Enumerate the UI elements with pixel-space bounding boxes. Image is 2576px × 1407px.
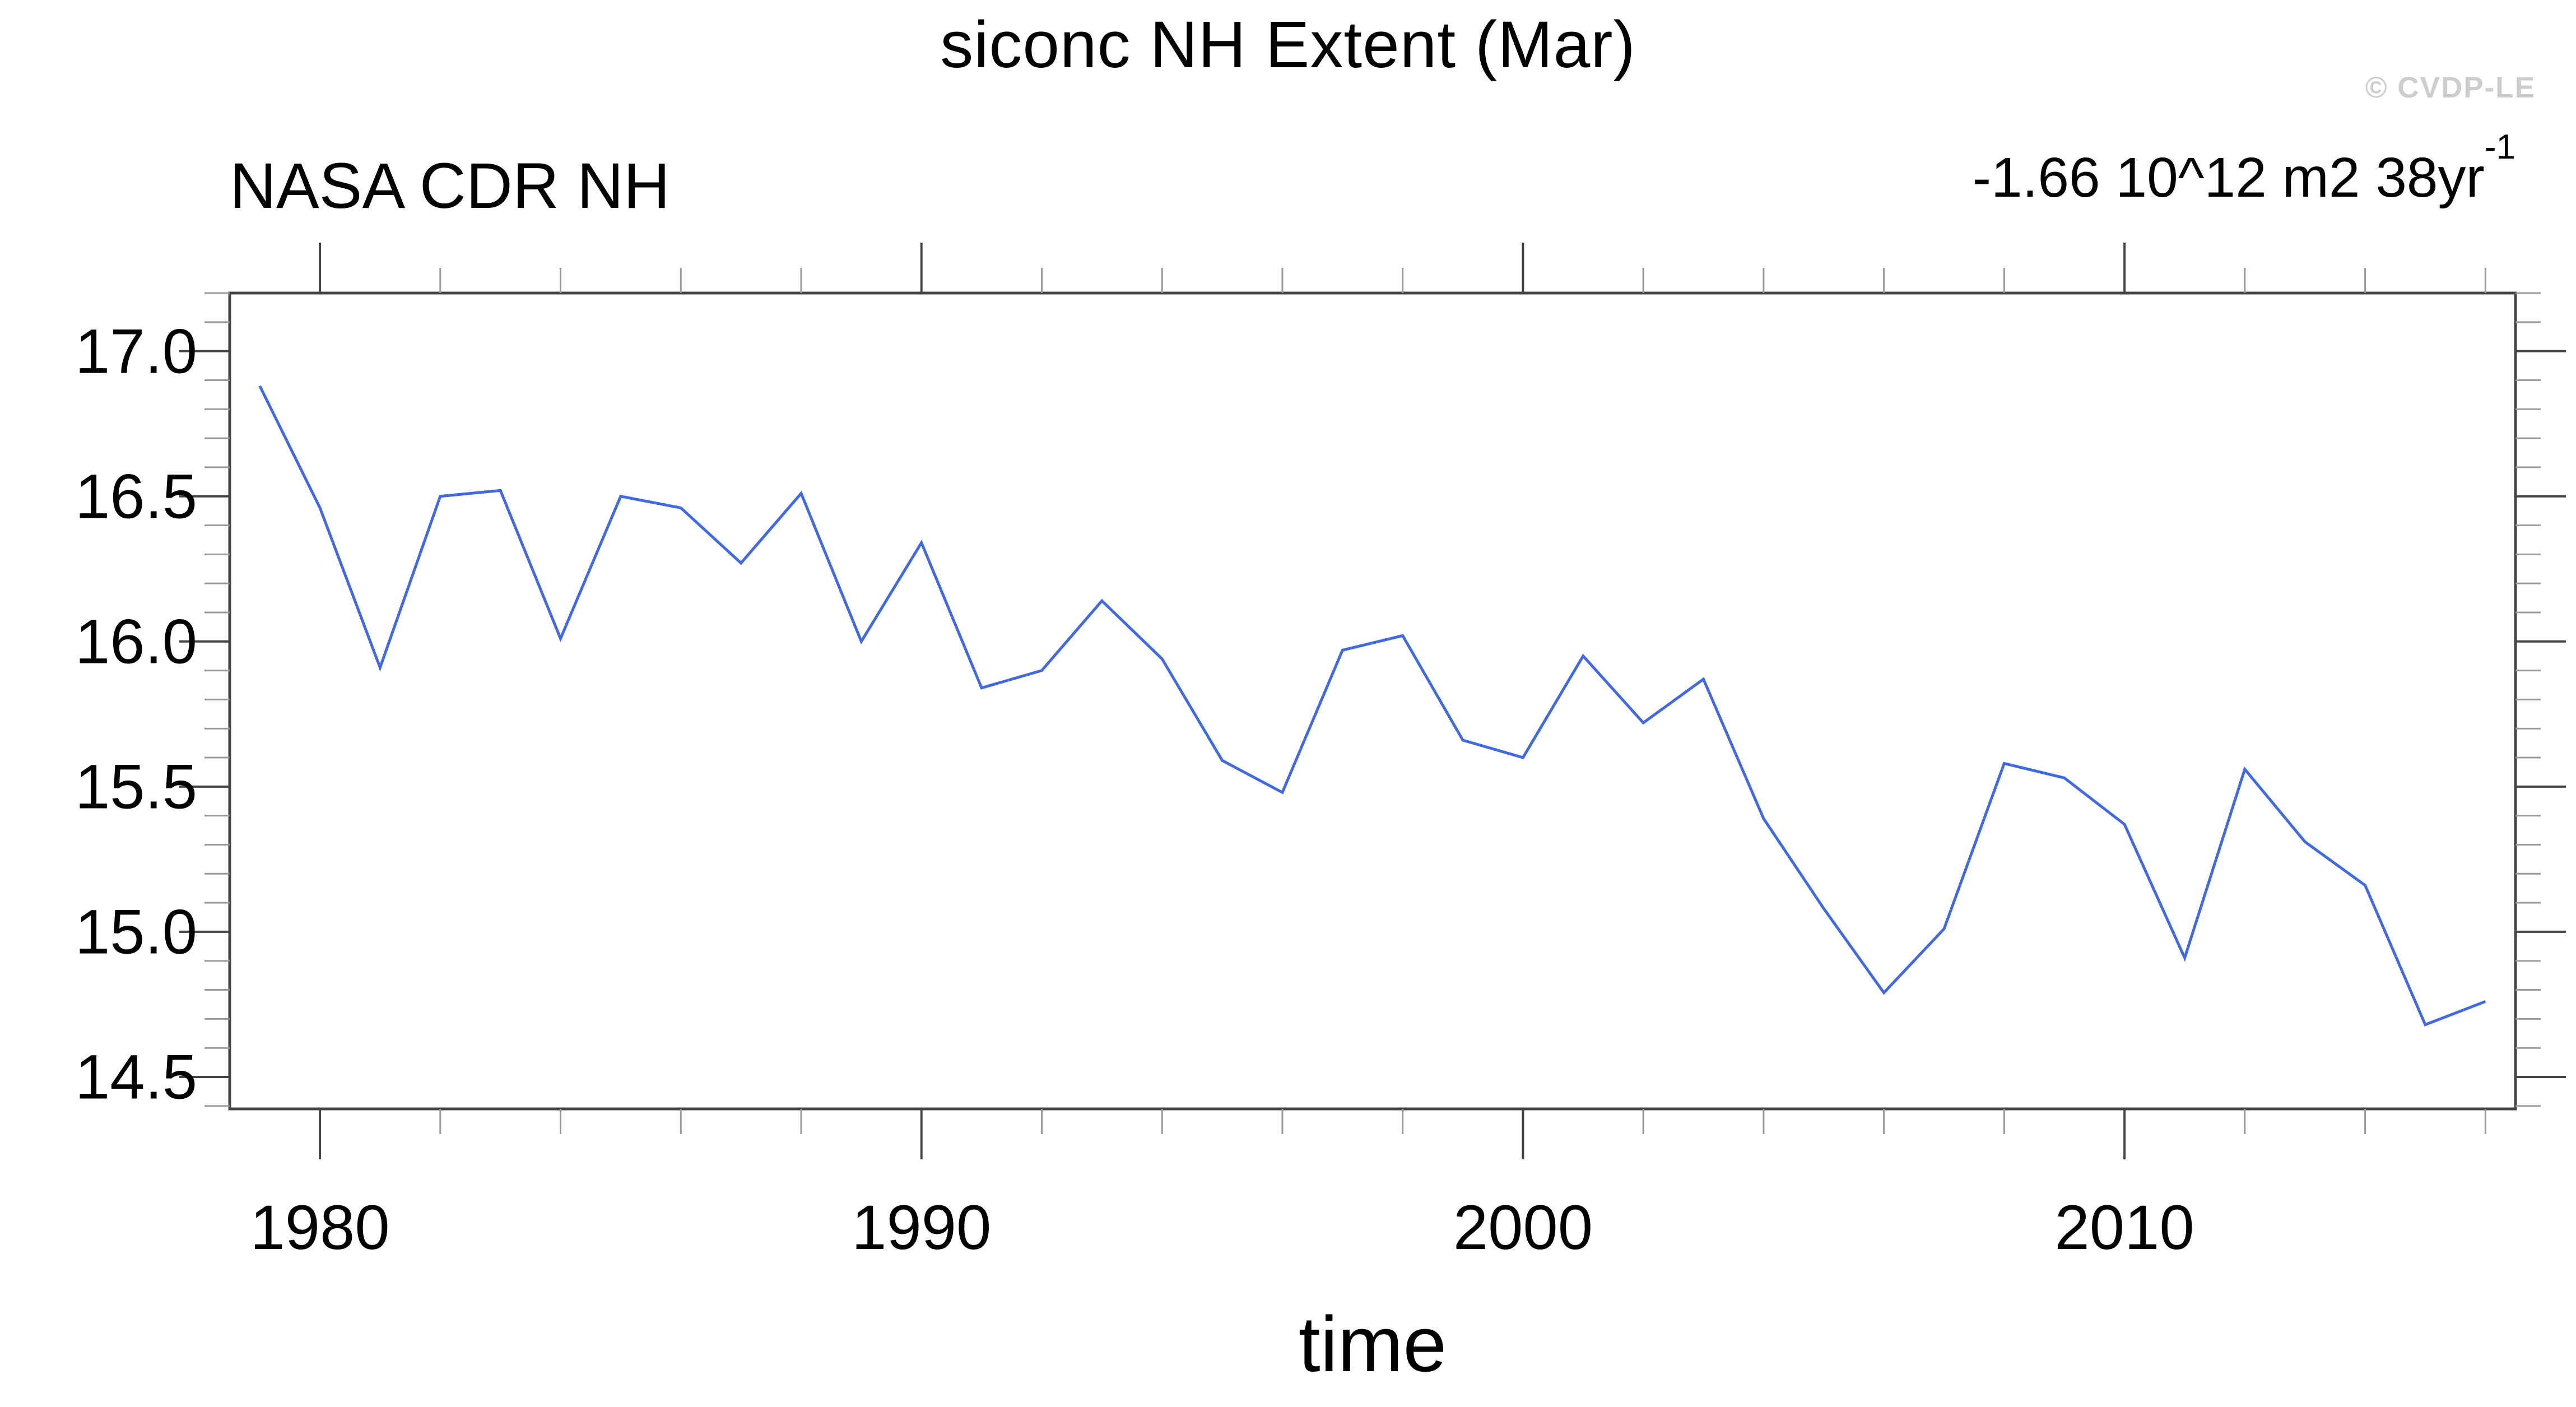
y-tick-label: 15.0 (75, 897, 197, 967)
x-tick-label: 2010 (2054, 1192, 2194, 1262)
series-label: NASA CDR NH (230, 150, 670, 222)
x-axis-title: time (1298, 1300, 1447, 1388)
y-tick-label: 16.0 (75, 606, 197, 677)
x-tick-label: 2000 (1453, 1192, 1593, 1262)
y-tick-label: 15.5 (75, 751, 197, 822)
trend-exponent: -1 (2484, 127, 2515, 166)
y-tick-label: 17.0 (75, 316, 197, 387)
watermark: © CVDP-LE (2365, 71, 2536, 104)
x-tick-label: 1990 (852, 1192, 992, 1262)
plot-border (228, 291, 2517, 1111)
data-series-line (258, 385, 2486, 1027)
y-tick-label: 16.5 (75, 461, 197, 532)
trend-annotation: -1.66 10^12 m2 38yr-1 (1972, 128, 2515, 210)
chart-title: siconc NH Extent (Mar) (940, 8, 1636, 82)
y-tick-label: 14.5 (75, 1042, 197, 1112)
x-tick-label: 1980 (250, 1192, 390, 1262)
trend-text: -1.66 10^12 m2 38yr (1972, 146, 2485, 209)
